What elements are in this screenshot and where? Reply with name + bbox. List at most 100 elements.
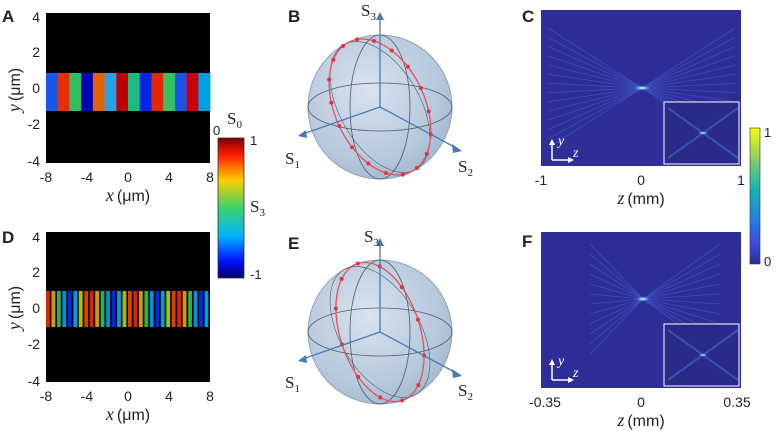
s2-axis <box>379 331 461 376</box>
s1-label: S1 <box>285 149 300 171</box>
trace-point <box>418 86 423 90</box>
stripe-d <box>144 291 149 327</box>
colorbar-gradient <box>217 137 245 279</box>
stripe-a <box>116 73 129 111</box>
focus-spot-f <box>635 296 651 302</box>
s2-axis <box>379 106 461 151</box>
stripe-d <box>89 291 94 327</box>
stripe-d <box>67 291 72 327</box>
x-tick: -4 <box>81 388 94 404</box>
s3-arrow-icon <box>376 12 384 20</box>
stripe-d <box>182 291 187 327</box>
inset-z-label: z <box>572 146 579 161</box>
panel-label-c: C <box>522 7 534 26</box>
s3-label: S3 <box>364 227 379 249</box>
y-axis-label-a: y(μm) <box>4 68 24 114</box>
trace-point <box>424 152 429 156</box>
y-tick: 2 <box>32 44 40 60</box>
x-tick: 8 <box>206 388 214 404</box>
y-tick: 4 <box>32 9 40 25</box>
trace-point <box>327 77 332 82</box>
y-tick: -2 <box>28 116 41 132</box>
stokes-colorbar: S0 0 1 S3 -1 <box>213 109 265 282</box>
y-tick: -4 <box>28 153 41 169</box>
x-ticks-d: -8 -4 0 4 8 <box>40 388 214 404</box>
inset-z-label: z <box>572 366 579 381</box>
stripe-d <box>46 291 50 327</box>
y-tick: -2 <box>28 336 41 352</box>
x-tick: -8 <box>40 388 53 404</box>
trace-points-b <box>327 37 433 177</box>
stripe-d <box>78 291 83 327</box>
intensity-colorbar-min: 0 <box>764 254 771 269</box>
x-tick: 0 <box>124 169 132 185</box>
s1-axis <box>299 106 381 136</box>
panel-label-f: F <box>522 232 532 251</box>
s3-arrow-icon <box>376 238 384 246</box>
trace-point <box>355 261 360 266</box>
stripe-d <box>204 291 209 327</box>
trace-point <box>405 64 410 69</box>
x-ticks-a: -8 -4 0 4 8 <box>40 169 214 185</box>
y-tick: 0 <box>32 80 40 96</box>
trace-point <box>415 166 419 170</box>
intensity-colorbar-max: 1 <box>764 125 771 140</box>
stripe-d <box>171 291 176 327</box>
heatmap-d-stripes <box>46 291 209 327</box>
trace-point <box>331 58 336 62</box>
panel-label-b: B <box>288 7 300 26</box>
trace-point <box>329 100 334 105</box>
y-tick: -4 <box>28 373 41 389</box>
trace-point <box>399 285 404 290</box>
panel-b: B S3 S1 S2 <box>285 1 473 180</box>
panel-e: E S3 S1 S2 <box>285 227 473 405</box>
stripe-d <box>177 291 182 327</box>
panel-label-a: A <box>2 7 14 26</box>
y-ticks-a: 4 2 0 -2 -4 <box>28 9 41 169</box>
trace-point <box>378 395 383 400</box>
stripe-a <box>139 73 152 111</box>
stripe-d <box>51 291 56 327</box>
x-tick: -8 <box>40 169 53 185</box>
stripe-d <box>193 291 198 327</box>
x-axis-label-c: z (mm) <box>616 188 664 208</box>
stripe-a <box>186 73 199 111</box>
inset-axes-c: y z <box>549 134 579 163</box>
x-tick: 0 <box>637 172 645 188</box>
colorbar-title: S0 <box>227 109 242 131</box>
colorbar-max-label: 1 <box>250 133 257 148</box>
x-tick: 0 <box>124 388 132 404</box>
y-axis-label-d: y(μm) <box>4 286 24 332</box>
stripe-a <box>57 73 70 111</box>
stripe-d <box>199 291 203 327</box>
stripe-d <box>56 291 61 327</box>
x-axis-label-d: x (μm) <box>105 404 150 424</box>
y-ticks-d: 4 2 0 -2 -4 <box>28 229 41 389</box>
x-tick: -0.35 <box>529 394 561 410</box>
stripe-a <box>92 73 106 111</box>
intensity-colorbar: 1 0 <box>749 125 771 269</box>
stripe-a <box>174 73 188 111</box>
colorbar-bottom-label: -1 <box>250 267 262 282</box>
stripe-a <box>163 73 176 111</box>
trace-point <box>337 124 342 128</box>
stripe-a <box>128 73 141 111</box>
x-tick: 1 <box>737 172 745 188</box>
x-tick: 4 <box>165 169 173 185</box>
colorbar-mid-label: S3 <box>250 197 265 219</box>
panel-a: A -8 -4 0 4 8 4 2 0 -2 -4 x (μm) y(μm) <box>2 7 214 205</box>
stripe-d <box>166 291 171 327</box>
y-tick: 0 <box>32 300 40 316</box>
heatmap-a-stripes <box>46 73 211 111</box>
stripe-d <box>133 291 138 327</box>
stripe-d <box>188 291 192 327</box>
x-tick: 4 <box>165 388 173 404</box>
stripe-a <box>81 73 94 111</box>
stripe-d <box>111 291 116 327</box>
s1-axis <box>299 331 381 361</box>
inset-y-label: y <box>556 134 565 149</box>
trace-point <box>400 172 405 177</box>
trace-point <box>372 39 376 43</box>
stripe-d <box>100 291 105 327</box>
x-tick: 8 <box>206 169 214 185</box>
